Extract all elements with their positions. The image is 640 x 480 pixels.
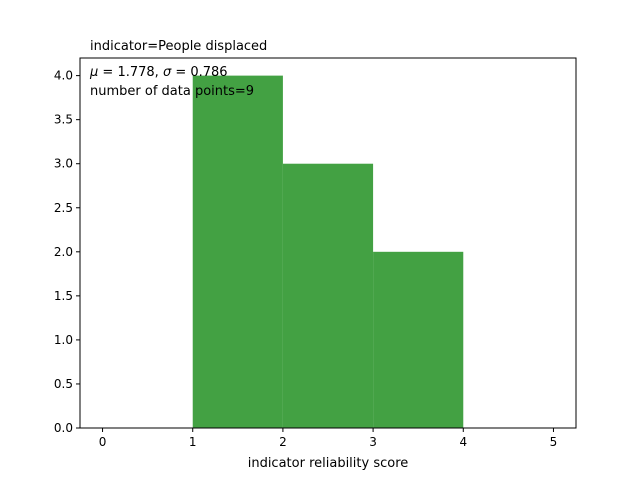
histogram-bar-3 bbox=[373, 251, 464, 428]
y-tick-label: 0.0 bbox=[54, 421, 73, 435]
plot-frame bbox=[79, 57, 577, 429]
y-tick-label: 3.0 bbox=[54, 157, 73, 171]
x-tick-label: 2 bbox=[279, 435, 287, 449]
histogram-bar-1 bbox=[192, 75, 283, 428]
x-axis: 0 1 2 3 4 5 bbox=[99, 428, 558, 449]
data-points-annotation: number of data points=9 bbox=[90, 84, 254, 99]
chart-title: indicator=People displaced bbox=[90, 39, 267, 54]
sigma-value: 0.786 bbox=[190, 65, 227, 80]
x-tick-label: 5 bbox=[550, 435, 558, 449]
y-tick-label: 2.5 bbox=[54, 201, 73, 215]
y-axis: 0.0 0.5 1.0 1.5 2.0 2.5 3.0 3.5 4.0 bbox=[54, 69, 80, 435]
y-tick-label: 0.5 bbox=[54, 377, 73, 391]
stats-annotation: μ = 1.778, σ = 0.786 bbox=[89, 65, 228, 80]
x-axis-label: indicator reliability score bbox=[248, 456, 409, 471]
x-tick-label: 0 bbox=[99, 435, 107, 449]
y-tick-label: 2.0 bbox=[54, 245, 73, 259]
bars-group bbox=[192, 75, 464, 428]
x-tick-label: 1 bbox=[189, 435, 197, 449]
y-tick-label: 4.0 bbox=[54, 69, 73, 83]
x-tick-label: 4 bbox=[459, 435, 467, 449]
x-tick-label: 3 bbox=[369, 435, 377, 449]
y-tick-label: 1.0 bbox=[54, 333, 73, 347]
y-tick-label: 3.5 bbox=[54, 113, 73, 127]
histogram-bar-2 bbox=[282, 163, 374, 428]
mu-value: 1.778 bbox=[117, 65, 154, 80]
y-tick-label: 1.5 bbox=[54, 289, 73, 303]
